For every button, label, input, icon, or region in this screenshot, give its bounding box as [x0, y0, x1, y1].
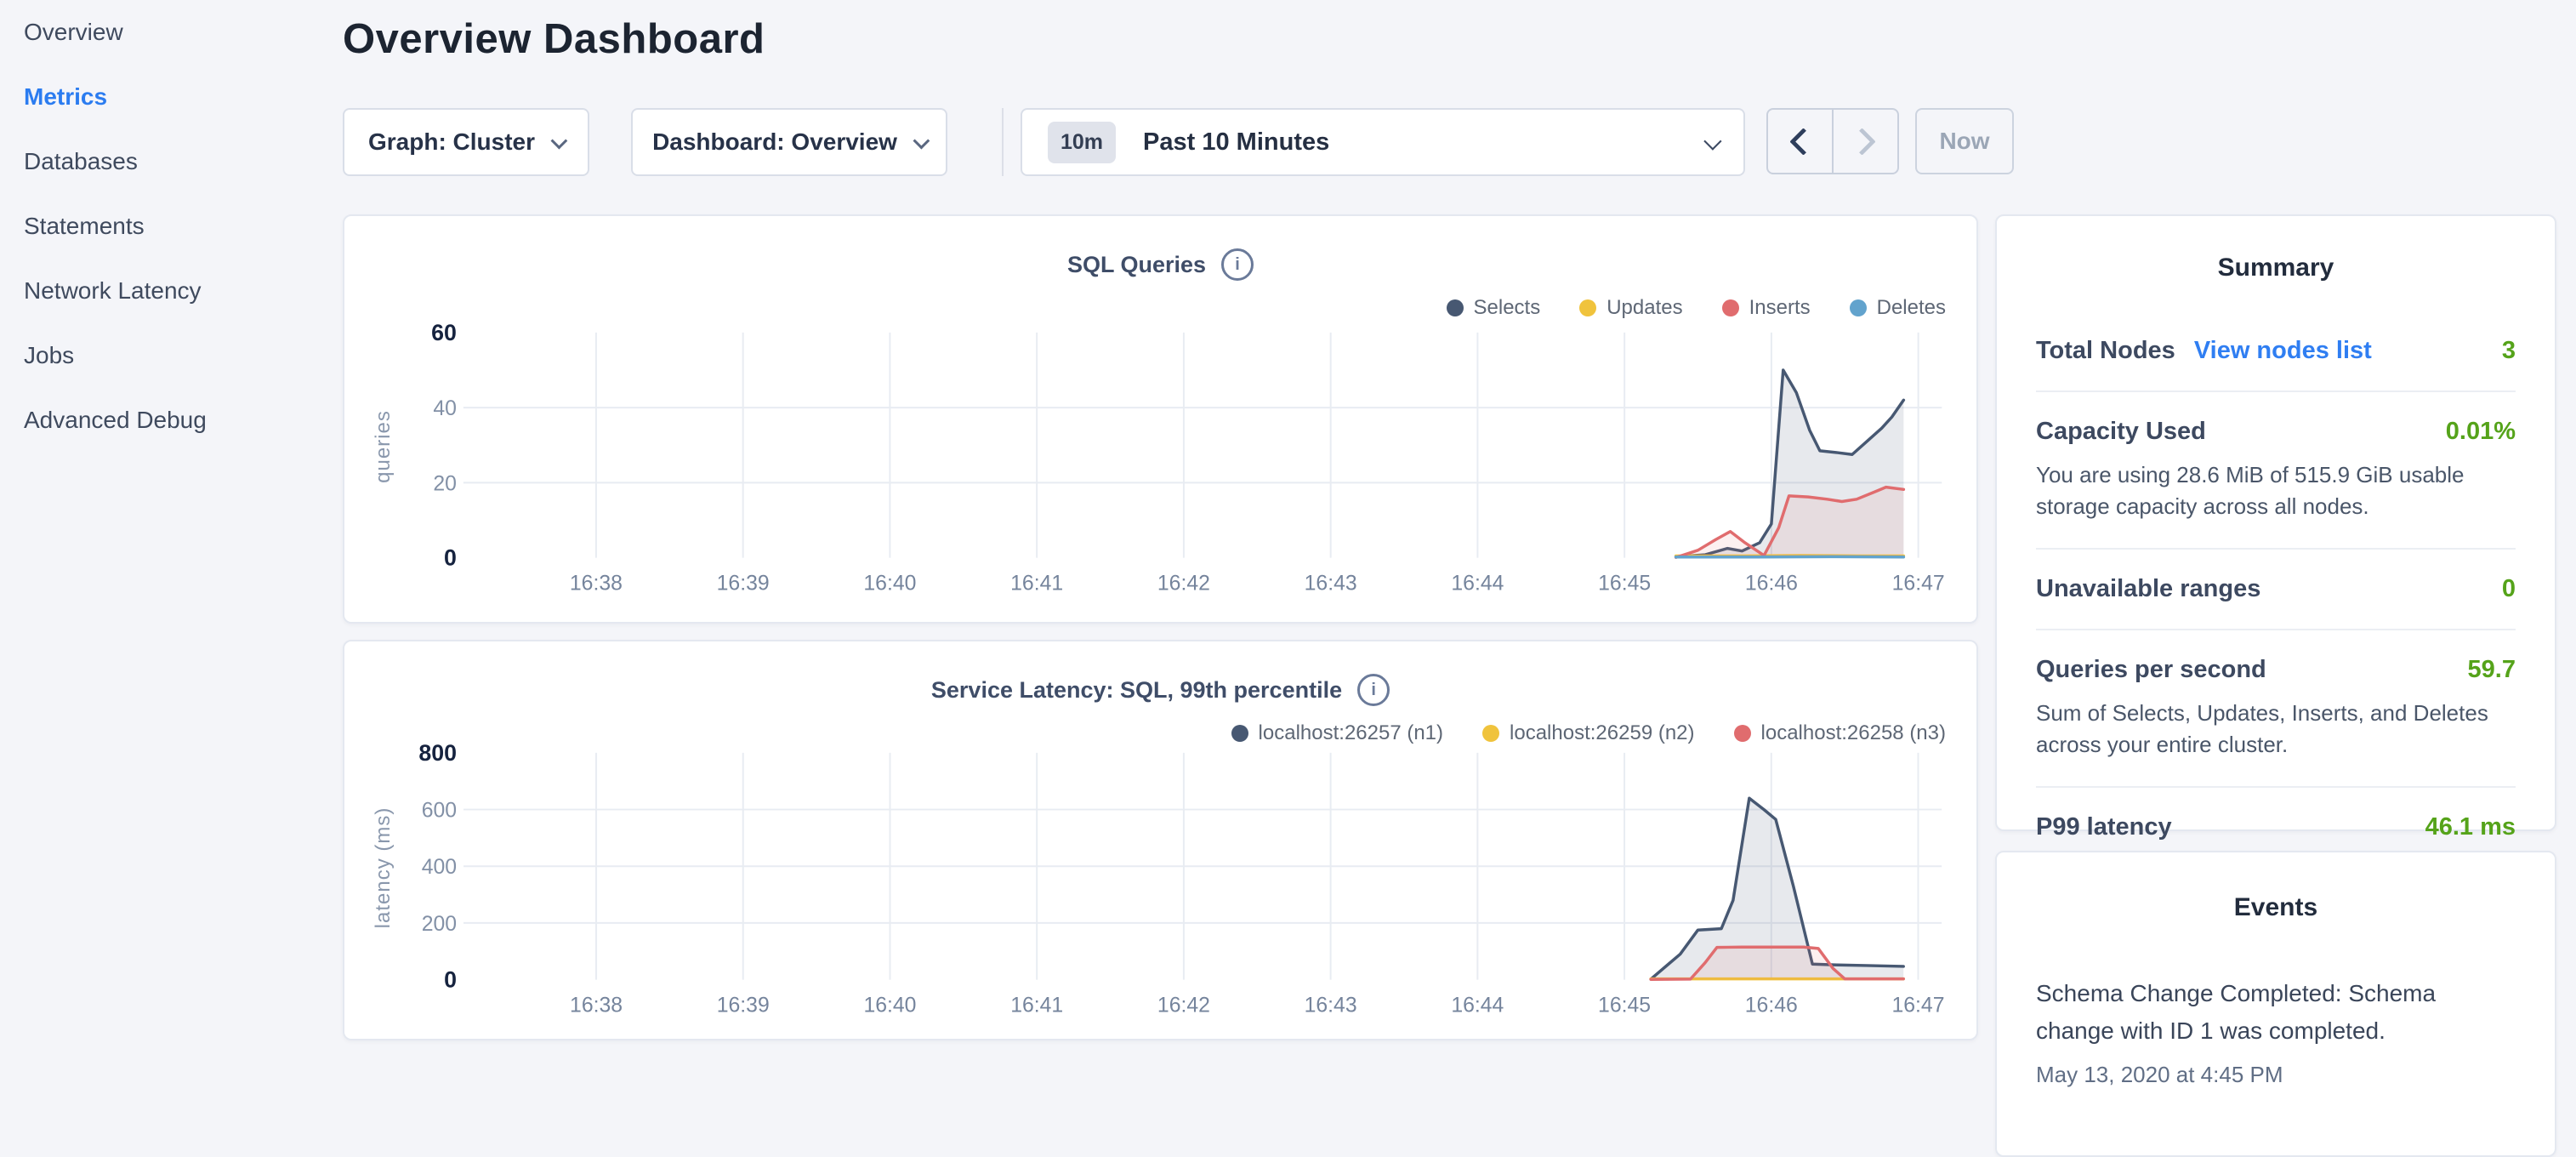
events-list: Schema Change Completed: Schema change w… [1997, 975, 2555, 1088]
summary-row-description: Sum of Selects, Updates, Inserts, and De… [2036, 698, 2516, 761]
svg-text:40: 40 [433, 397, 457, 420]
sidebar-item-jobs[interactable]: Jobs [0, 323, 340, 388]
sidebar-nav: OverviewMetricsDatabasesStatementsNetwor… [0, 0, 340, 453]
svg-text:16:47: 16:47 [1892, 572, 1945, 595]
dashboard-dropdown[interactable]: Dashboard: Overview [631, 108, 947, 176]
divider [2036, 390, 2516, 392]
svg-text:16:44: 16:44 [1451, 994, 1504, 1017]
summary-panel: Summary Total Nodes View nodes list 3 Capac… [1995, 214, 2556, 831]
sidebar-item-statements[interactable]: Statements [0, 194, 340, 259]
svg-text:200: 200 [422, 913, 457, 936]
svg-text:0: 0 [444, 967, 457, 993]
graph-scope-label: Graph: Cluster [368, 128, 535, 156]
svg-text:16:46: 16:46 [1745, 572, 1798, 595]
svg-text:16:42: 16:42 [1157, 994, 1210, 1017]
svg-text:600: 600 [422, 799, 457, 822]
event-message: Schema Change Completed: Schema change w… [2036, 975, 2465, 1050]
time-range-label: Past 10 Minutes [1143, 128, 1705, 157]
event-timestamp: May 13, 2020 at 4:45 PM [2036, 1062, 2516, 1088]
svg-text:16:46: 16:46 [1745, 994, 1798, 1017]
sidebar-item-metrics[interactable]: Metrics [0, 65, 340, 129]
svg-text:16:42: 16:42 [1157, 572, 1210, 595]
svg-text:16:43: 16:43 [1305, 572, 1357, 595]
summary-row: Unavailable ranges 0 [2036, 575, 2516, 603]
summary-row: Total Nodes View nodes list 3 [2036, 337, 2516, 365]
svg-text:800: 800 [418, 740, 457, 766]
summary-row-value: 46.1 ms [2425, 813, 2516, 841]
svg-text:16:39: 16:39 [717, 994, 770, 1017]
svg-text:16:40: 16:40 [863, 994, 916, 1017]
svg-text:60: 60 [431, 320, 457, 345]
summary-row-label: Queries per second [2036, 656, 2266, 684]
svg-text:16:45: 16:45 [1598, 572, 1651, 595]
summary-row-value: 0 [2502, 575, 2516, 603]
svg-text:16:41: 16:41 [1010, 994, 1063, 1017]
sidebar-item-databases[interactable]: Databases [0, 129, 340, 194]
svg-text:16:44: 16:44 [1451, 572, 1504, 595]
summary-row-description: You are using 28.6 MiB of 515.9 GiB usab… [2036, 459, 2516, 522]
summary-row-value: 59.7 [2468, 656, 2516, 684]
chart-plot[interactable]: 16:38 16:39 16:40 16:41 16:42 16:43 16:44 16:45… [344, 216, 1976, 622]
prev-time-window-button[interactable] [1768, 110, 1834, 173]
chevron-down-icon [551, 133, 568, 150]
summary-row-label: Capacity Used [2036, 418, 2206, 446]
svg-text:16:40: 16:40 [863, 572, 916, 595]
svg-text:16:45: 16:45 [1598, 994, 1651, 1017]
page-title: Overview Dashboard [343, 15, 765, 63]
chevron-right-icon [1848, 128, 1876, 156]
events-title: Events [1997, 893, 2555, 922]
dashboard-label: Dashboard: Overview [652, 128, 897, 156]
chart-plot[interactable]: 16:38 16:39 16:40 16:41 16:42 16:43 16:44 16:45… [344, 641, 1976, 1039]
now-button[interactable]: Now [1915, 108, 2014, 174]
time-range-selector[interactable]: 10m Past 10 Minutes [1021, 108, 1745, 176]
divider [2036, 786, 2516, 788]
summary-title: Summary [1997, 254, 2555, 282]
svg-text:20: 20 [433, 472, 457, 495]
summary-row-value: 0.01% [2446, 418, 2516, 446]
toolbar-divider [1002, 108, 1004, 176]
time-window-pager [1766, 108, 1899, 174]
divider [2036, 548, 2516, 550]
svg-text:16:43: 16:43 [1305, 994, 1357, 1017]
summary-row: Capacity Used 0.01% [2036, 418, 2516, 446]
summary-rows: Total Nodes View nodes list 3 Capacity Used… [1997, 337, 2555, 841]
summary-row: P99 latency 46.1 ms [2036, 813, 2516, 841]
svg-text:16:41: 16:41 [1010, 572, 1063, 595]
service-latency-chart-card: Service Latency: SQL, 99th percentile i … [343, 640, 1978, 1040]
summary-row: Queries per second 59.7 [2036, 656, 2516, 684]
svg-text:16:38: 16:38 [570, 994, 623, 1017]
svg-text:0: 0 [444, 545, 457, 571]
chevron-down-icon [1703, 132, 1721, 150]
chevron-left-icon [1789, 128, 1817, 156]
chevron-down-icon [913, 133, 930, 150]
svg-text:16:38: 16:38 [570, 572, 623, 595]
sidebar-item-overview[interactable]: Overview [0, 0, 340, 65]
svg-text:16:39: 16:39 [717, 572, 770, 595]
summary-row-label: P99 latency [2036, 813, 2172, 841]
sidebar-item-advanced-debug[interactable]: Advanced Debug [0, 388, 340, 453]
graph-scope-dropdown[interactable]: Graph: Cluster [343, 108, 589, 176]
sidebar-item-network-latency[interactable]: Network Latency [0, 259, 340, 323]
svg-text:400: 400 [422, 856, 457, 879]
summary-row-label: Total Nodes [2036, 337, 2175, 365]
view-nodes-list-link[interactable]: View nodes list [2194, 337, 2372, 365]
summary-row-value: 3 [2502, 337, 2516, 365]
divider [2036, 629, 2516, 630]
svg-text:16:47: 16:47 [1892, 994, 1945, 1017]
next-time-window-button[interactable] [1834, 110, 1897, 173]
summary-row-label: Unavailable ranges [2036, 575, 2260, 603]
events-panel: Events Schema Change Completed: Schema c… [1995, 851, 2556, 1157]
sql-queries-chart-card: SQL Queries i SelectsUpdatesInsertsDelet… [343, 214, 1978, 624]
time-range-badge: 10m [1048, 122, 1116, 163]
